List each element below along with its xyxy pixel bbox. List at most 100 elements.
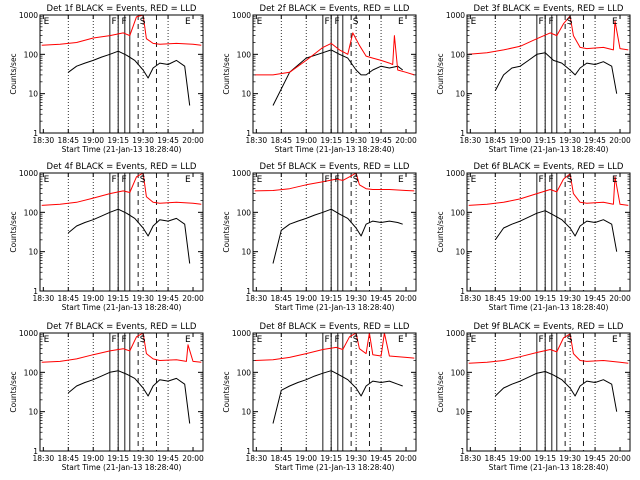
interval-marker-e: E	[471, 335, 477, 345]
y-tick-label: 100	[24, 50, 39, 59]
x-tick-label: 19:15	[320, 136, 342, 145]
y-tick-label: 10	[28, 248, 38, 257]
plot-frame	[252, 14, 417, 134]
y-axis-label: Counts/sec	[222, 211, 231, 252]
interval-marker-f: F	[325, 17, 330, 27]
y-tick-label: 1000	[19, 169, 38, 178]
chart-title: Det 5f BLACK = Events, RED = LLD	[260, 162, 410, 172]
interval-marker-f: F	[335, 17, 340, 27]
x-tick-label: 18:45	[57, 454, 79, 463]
lld-series-line	[254, 32, 415, 76]
interval-marker-s: S	[353, 17, 359, 27]
y-tick-label: 1000	[446, 169, 465, 178]
y-tick-label: 1000	[446, 329, 465, 338]
y-tick-label: 1	[460, 129, 465, 138]
x-tick-label: 18:45	[484, 294, 506, 303]
y-tick-label: 1	[33, 287, 38, 296]
x-tick-label: 19:30	[345, 294, 367, 303]
chart-panel: Det 3f BLACK = Events, RED = LLD F F S E E 1 10…	[436, 4, 631, 154]
x-tick-label: 19:30	[132, 136, 154, 145]
x-tick-label: 20:00	[609, 454, 631, 463]
y-tick-label: 1	[33, 129, 38, 138]
y-tick-label: 10	[28, 408, 38, 417]
x-tick-label: 20:00	[395, 454, 417, 463]
x-tick-label: 18:30	[460, 454, 482, 463]
chart-panel: Det 7f BLACK = Events, RED = LLD F F S E E 1 10…	[9, 322, 204, 472]
x-tick-label: 20:00	[182, 454, 204, 463]
lld-series-line	[254, 172, 415, 192]
x-tick-label: 19:15	[107, 454, 129, 463]
interval-marker-e: E	[398, 175, 404, 185]
interval-marker-e: E	[257, 335, 263, 345]
x-tick-label: 18:30	[33, 454, 55, 463]
interval-marker-s: S	[140, 17, 146, 27]
events-series-line	[272, 208, 403, 264]
x-axis-label: Start Time (21-Jan-13 18:28:40)	[275, 145, 395, 154]
chart-title: Det 7f BLACK = Events, RED = LLD	[47, 322, 197, 332]
y-tick-label: 1000	[446, 11, 465, 20]
interval-marker-s: S	[567, 335, 573, 345]
interval-marker-e: E	[185, 17, 191, 27]
interval-marker-e: E	[471, 175, 477, 185]
lld-series-line	[41, 14, 202, 46]
x-axis-label: Start Time (21-Jan-13 18:28:40)	[62, 463, 182, 472]
y-axis-label: Counts/sec	[9, 371, 18, 412]
x-axis-label: Start Time (21-Jan-13 18:28:40)	[62, 303, 182, 312]
y-tick-label: 1000	[232, 169, 251, 178]
interval-marker-s: S	[353, 175, 359, 185]
x-tick-label: 18:30	[246, 454, 268, 463]
y-tick-label: 10	[241, 248, 251, 257]
lld-series-line	[41, 172, 202, 206]
y-tick-label: 1000	[232, 329, 251, 338]
chart-panel: Det 1f BLACK = Events, RED = LLD F F S E E 1 10…	[9, 4, 204, 154]
plot-frame	[39, 332, 204, 452]
x-tick-label: 19:30	[559, 294, 581, 303]
interval-marker-f: F	[539, 17, 544, 27]
chart-title: Det 3f BLACK = Events, RED = LLD	[474, 4, 624, 14]
interval-marker-s: S	[567, 175, 573, 185]
x-tick-label: 19:00	[295, 294, 317, 303]
interval-marker-s: S	[140, 175, 146, 185]
y-tick-label: 1000	[19, 11, 38, 20]
events-series-line	[272, 370, 403, 424]
x-tick-label: 18:45	[270, 294, 292, 303]
x-tick-label: 19:15	[107, 136, 129, 145]
interval-marker-e: E	[471, 17, 477, 27]
y-tick-label: 1	[460, 447, 465, 456]
x-tick-label: 19:45	[370, 454, 392, 463]
plot-frame	[252, 172, 417, 292]
plot-frame	[39, 172, 204, 292]
events-series-line	[68, 50, 191, 106]
y-axis-label: Counts/sec	[222, 371, 231, 412]
y-tick-label: 100	[237, 50, 252, 59]
y-tick-label: 100	[24, 208, 39, 217]
x-tick-label: 19:00	[82, 294, 104, 303]
x-tick-label: 20:00	[395, 294, 417, 303]
y-tick-label: 1000	[19, 329, 38, 338]
y-axis-label: Counts/sec	[9, 211, 18, 252]
y-axis-label: Counts/sec	[436, 53, 445, 94]
interval-marker-e: E	[44, 175, 50, 185]
x-tick-label: 19:00	[82, 454, 104, 463]
y-tick-label: 1	[246, 287, 251, 296]
x-tick-label: 20:00	[609, 294, 631, 303]
interval-marker-f: F	[549, 175, 554, 185]
x-tick-label: 18:45	[270, 454, 292, 463]
interval-marker-e: E	[612, 17, 618, 27]
chart-panel: Det 4f BLACK = Events, RED = LLD F F S E E 1 10…	[9, 162, 204, 312]
y-tick-label: 100	[24, 368, 39, 377]
x-tick-label: 19:45	[157, 136, 179, 145]
interval-marker-e: E	[185, 175, 191, 185]
y-tick-label: 100	[451, 208, 466, 217]
interval-marker-f: F	[122, 17, 127, 27]
x-tick-label: 20:00	[182, 136, 204, 145]
interval-marker-f: F	[539, 175, 544, 185]
x-tick-label: 19:45	[584, 294, 606, 303]
interval-marker-e: E	[612, 175, 618, 185]
events-series-line	[494, 52, 618, 94]
x-axis-label: Start Time (21-Jan-13 18:28:40)	[275, 463, 395, 472]
y-tick-label: 1	[460, 287, 465, 296]
x-tick-label: 18:45	[270, 136, 292, 145]
x-tick-label: 18:30	[246, 136, 268, 145]
